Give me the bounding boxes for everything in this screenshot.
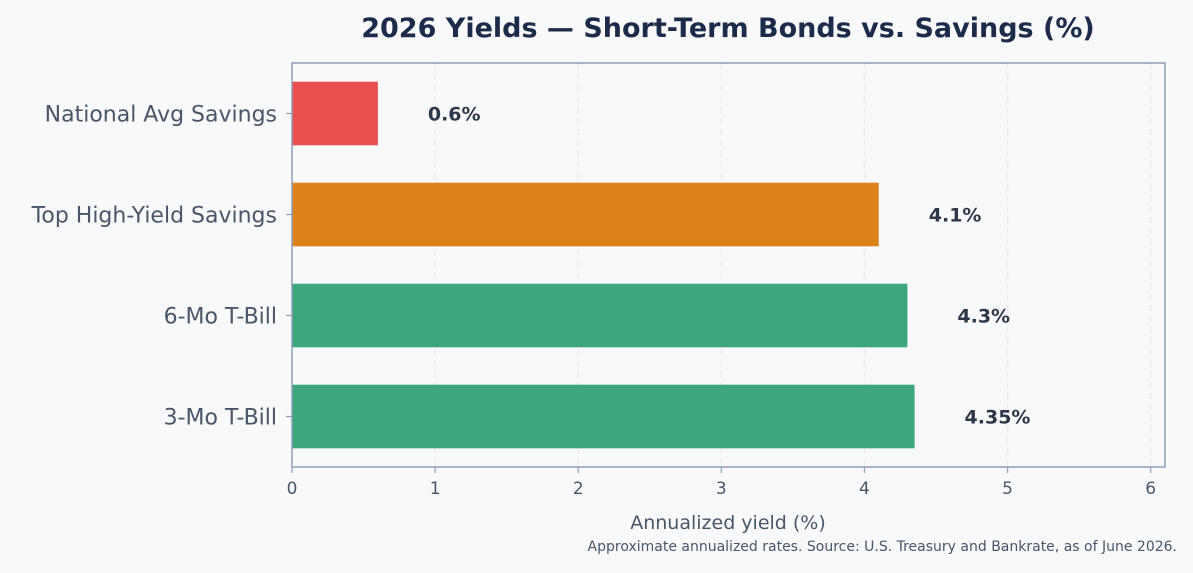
category-label: 3-Mo T-Bill [164,406,277,431]
footnote: Approximate annualized rates. Source: U.… [588,539,1177,555]
category-label: Top High-Yield Savings [31,204,277,229]
x-tick-label: 3 [716,479,727,499]
x-tick-label: 2 [573,479,584,499]
bar-value-label: 4.35% [965,407,1031,429]
bar-value-label: 0.6% [428,104,481,126]
axes: 0 1 2 3 4 5 6 3-Mo T-Bill 6-Mo T-Bill Top High-Yi… [31,103,1156,500]
x-tick-label: 1 [430,479,441,499]
bar [292,81,378,146]
x-tick-label: 5 [1002,479,1013,499]
chart-title: 2026 Yields — Short-Term Bonds vs. Savin… [361,13,1095,44]
category-label: 6-Mo T-Bill [164,305,277,330]
category-label: National Avg Savings [45,103,277,128]
x-tick-label: 6 [1145,479,1156,499]
bar [292,283,908,348]
plot-frame [291,62,1166,468]
x-axis-label: Annualized yield (%) [630,512,826,534]
bar [292,182,879,247]
x-tick-label: 4 [859,479,870,499]
x-tick-label: 0 [287,479,298,499]
bars: 4.35% 4.3% 4.1% 0.6% [292,81,1031,449]
bar-value-label: 4.1% [929,205,982,227]
bar-value-label: 4.3% [957,306,1010,328]
bar [292,384,915,449]
grid-lines [434,63,1152,467]
